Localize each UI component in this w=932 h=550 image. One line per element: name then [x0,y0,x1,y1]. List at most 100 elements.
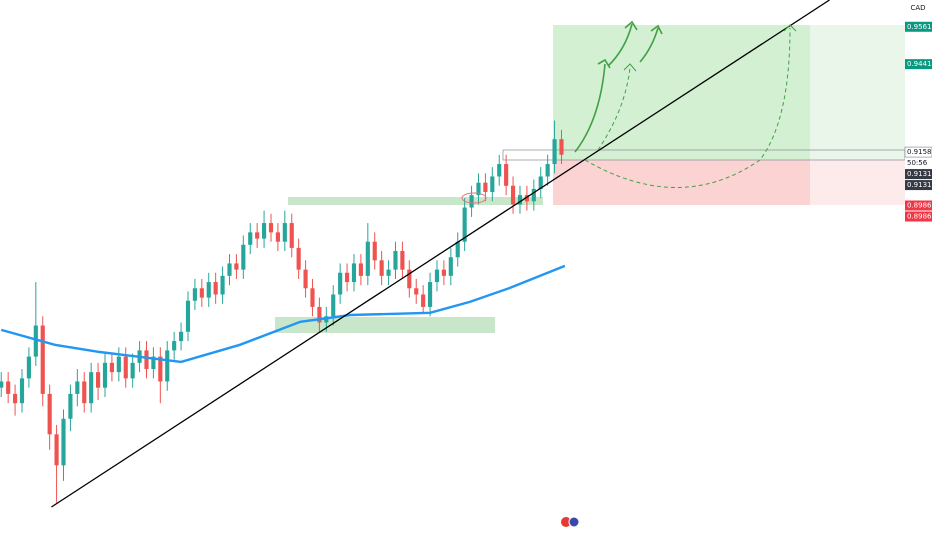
candle [82,372,87,413]
candle-body [344,272,350,283]
candle [524,185,529,211]
highlight-ellipse [461,192,487,204]
candle-body [33,325,38,357]
support-zone [275,317,495,333]
candle [469,185,474,217]
moving-average [0,264,566,364]
candle-body [68,393,73,419]
candle [510,176,516,214]
candle-body [109,362,114,373]
price-tag-label: 0.91312 [907,170,932,178]
candle-body [116,356,121,373]
candle-body [393,251,398,270]
candle-body [296,247,301,270]
candle [386,260,391,286]
candle [289,213,294,258]
price-tag [905,180,932,191]
candle-body [462,207,467,242]
candle-body [0,381,4,388]
candle-body [524,195,529,202]
candle-body [282,223,287,242]
candles [0,0,830,508]
candle [358,254,363,286]
dashed-projection [584,27,791,188]
candle [504,154,509,196]
candle [109,353,114,382]
candle [441,260,446,286]
event-icon [568,516,580,528]
price-axis [905,0,932,550]
candle [365,223,370,286]
candle-body [441,269,446,276]
candle [40,316,45,407]
candle [158,347,163,404]
candle-body [261,223,267,239]
countdown: 50:56 [907,159,928,167]
arrow-head [650,24,663,35]
candle [421,285,426,314]
candle [552,120,557,174]
candle [303,260,308,298]
candle [26,347,31,388]
candle [54,424,59,503]
projection-arrow [639,27,659,63]
candle-body [158,356,163,382]
candle-body [248,232,253,245]
candle [531,179,536,211]
support-zone [288,197,543,205]
candle [400,241,405,279]
candle-body [172,341,177,351]
candle [248,223,253,255]
candle [351,254,357,292]
candle [268,213,274,242]
candle-body [199,288,204,298]
projection-arrow [574,63,606,153]
candle-body [504,164,509,186]
candle-body [151,356,156,370]
candle-body [559,139,564,155]
candle [275,223,280,252]
candle [47,384,52,450]
candle [165,341,170,391]
price-tag [905,169,932,180]
candle [19,369,25,413]
candle-body [13,393,18,404]
price-tag-label: 0.89865 [907,213,932,221]
candle [206,272,211,307]
price-tag-label: 0.94416 [907,60,932,68]
candle [331,285,336,326]
candle [559,129,564,165]
candle [6,372,11,404]
candle [372,232,377,270]
target-zone [553,25,810,160]
price-tag-label: 0.95619 [907,23,932,31]
candle-body [351,263,357,283]
candle-body [178,331,184,342]
candle-body [47,393,52,435]
candle [255,223,260,248]
candle [0,372,4,397]
candle [296,238,301,279]
candle-body [538,176,543,189]
candle-body [227,263,232,276]
candle-body [303,269,308,289]
candle-body [123,356,128,379]
candle-body [220,275,225,295]
candle [33,282,38,366]
candle-body [130,362,135,379]
stop-zone [553,160,810,205]
candle-body [192,288,197,301]
candle-body [96,372,101,388]
candle [407,260,412,298]
price-tag [904,146,932,158]
trendline [51,0,830,508]
candle [490,167,495,202]
candle [13,384,18,416]
candle-body [275,232,280,242]
candle-body [102,362,108,388]
candle [455,232,460,267]
candle [538,167,543,199]
candle [317,297,322,332]
candle-body [510,185,516,205]
